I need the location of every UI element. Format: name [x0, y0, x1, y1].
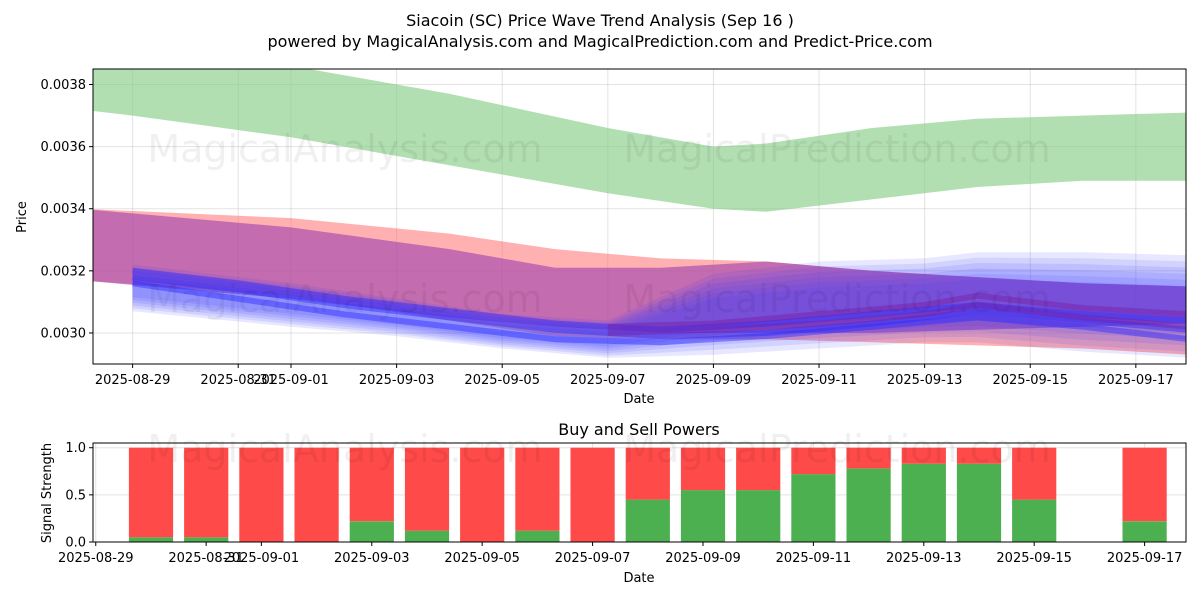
buy-bar	[625, 499, 670, 542]
powers-x-tick-label: 2025-09-15	[996, 551, 1072, 566]
powers-x-tick-label: 2025-09-09	[665, 551, 741, 566]
band-blue-layer-5	[132, 278, 1186, 347]
band-blue-layer-3	[132, 268, 1186, 352]
watermark-analysis-bottom: MagicalAnalysis.com	[147, 427, 542, 471]
sell-bar	[901, 447, 946, 464]
band-blue-layer-0	[132, 252, 1186, 358]
buy-bar	[349, 521, 394, 542]
price-x-tick-label: 2025-09-11	[781, 373, 857, 388]
band-green	[93, 69, 1186, 212]
buy-bar	[791, 474, 836, 542]
powers-axes-frame	[92, 442, 1187, 543]
powers-x-tick-label: 2025-09-03	[334, 551, 410, 566]
sell-bar	[570, 447, 615, 542]
sell-bar	[128, 447, 174, 538]
watermark-prediction-mid: MagicalPrediction.com	[623, 277, 1051, 321]
sell-bar	[460, 447, 505, 542]
buy-bar	[128, 537, 174, 542]
band-blue-layer-4	[132, 273, 1186, 349]
band-purple	[93, 209, 1186, 333]
price-y-tick-label: 0.0036	[41, 140, 87, 155]
price-axes-frame	[92, 68, 1187, 365]
buy-bar	[901, 463, 946, 542]
powers-y-tick-label: 0.5	[65, 488, 86, 503]
price-x-tick-label: 2025-09-01	[253, 373, 329, 388]
trend-line-3	[607, 302, 1186, 336]
powers-x-tick-label: 2025-09-01	[224, 551, 300, 566]
powers-y-ticks: 0.0 0.5 1.0	[65, 441, 93, 551]
band-blue-layer-1	[132, 257, 1186, 356]
buy-bar	[1122, 521, 1167, 542]
price-y-tick-label: 0.0032	[41, 264, 87, 279]
price-x-tick-label: 2025-09-15	[992, 373, 1068, 388]
sell-bar	[349, 447, 394, 522]
buy-bar	[404, 530, 450, 542]
powers-x-tick-label: 2025-09-17	[1107, 551, 1183, 566]
price-y-tick-label: 0.0030	[41, 326, 87, 341]
chart-title: Siacoin (SC) Price Wave Trend Analysis (…	[406, 11, 794, 30]
price-x-tick-label: 2025-08-31	[200, 373, 276, 388]
price-y-ticks: 0.0030 0.0032 0.0034 0.0036 0.0038	[41, 78, 93, 341]
powers-y-axis-label: Signal Strength	[40, 443, 55, 543]
sell-bar	[680, 447, 726, 491]
trend-line-4	[607, 292, 1186, 330]
sell-bar	[239, 447, 284, 542]
price-bands	[93, 69, 1186, 358]
powers-x-tick-label: 2025-09-11	[776, 551, 852, 566]
price-x-tick-label: 2025-08-29	[95, 373, 171, 388]
price-y-axis-label: Price	[15, 201, 30, 233]
price-y-tick-label: 0.0038	[41, 78, 87, 93]
price-x-tick-label: 2025-09-17	[1098, 373, 1174, 388]
powers-y-tick-label: 1.0	[65, 441, 86, 456]
buy-bar	[680, 490, 726, 542]
buy-bar	[956, 463, 1002, 542]
price-x-tick-label: 2025-09-05	[464, 373, 540, 388]
price-x-tick-label: 2025-09-13	[887, 373, 963, 388]
trend-line-2	[132, 267, 1186, 333]
price-x-tick-label: 2025-09-09	[676, 373, 752, 388]
sell-bar	[1122, 447, 1167, 522]
sell-bar	[515, 447, 560, 531]
watermark-analysis-top: MagicalAnalysis.com	[147, 127, 542, 171]
powers-x-tick-label: 2025-08-31	[168, 551, 244, 566]
powers-bars	[128, 447, 1167, 542]
buy-bar	[736, 490, 781, 542]
powers-x-tick-label: 2025-09-07	[555, 551, 631, 566]
sell-bar	[1012, 447, 1057, 500]
price-x-axis-label: Date	[623, 392, 654, 407]
powers-x-tick-label: 2025-09-05	[444, 551, 520, 566]
powers-title: Buy and Sell Powers	[558, 420, 720, 439]
trend-line-0	[132, 274, 1186, 340]
sell-bar	[404, 447, 450, 531]
sell-bar	[956, 447, 1002, 464]
price-x-tick-label: 2025-09-07	[570, 373, 646, 388]
sell-bar	[625, 447, 670, 500]
watermark-prediction-bottom: MagicalPrediction.com	[623, 427, 1051, 471]
powers-x-axis-label: Date	[623, 571, 654, 586]
band-blue-layer-2	[132, 263, 1186, 354]
sell-bar	[736, 447, 781, 491]
price-trend-lines	[132, 267, 1186, 346]
powers-y-tick-label: 0.0	[65, 536, 86, 551]
price-y-tick-label: 0.0034	[41, 202, 87, 217]
buy-bar	[515, 530, 560, 542]
buy-bar	[184, 537, 229, 542]
powers-x-tick-label: 2025-08-29	[58, 551, 134, 566]
price-x-tick-label: 2025-09-03	[359, 373, 435, 388]
sell-bar	[184, 447, 229, 538]
watermark-prediction-top: MagicalPrediction.com	[623, 127, 1051, 171]
sell-bar	[846, 447, 891, 469]
chart-subtitle: powered by MagicalAnalysis.com and Magic…	[267, 32, 932, 51]
trend-line-1	[132, 280, 1186, 346]
watermark-analysis-mid: MagicalAnalysis.com	[147, 277, 542, 321]
sell-bar	[294, 447, 339, 542]
buy-bar	[1012, 499, 1057, 542]
powers-x-tick-label: 2025-09-13	[886, 551, 962, 566]
buy-bar	[846, 468, 891, 542]
sell-bar	[791, 447, 836, 475]
